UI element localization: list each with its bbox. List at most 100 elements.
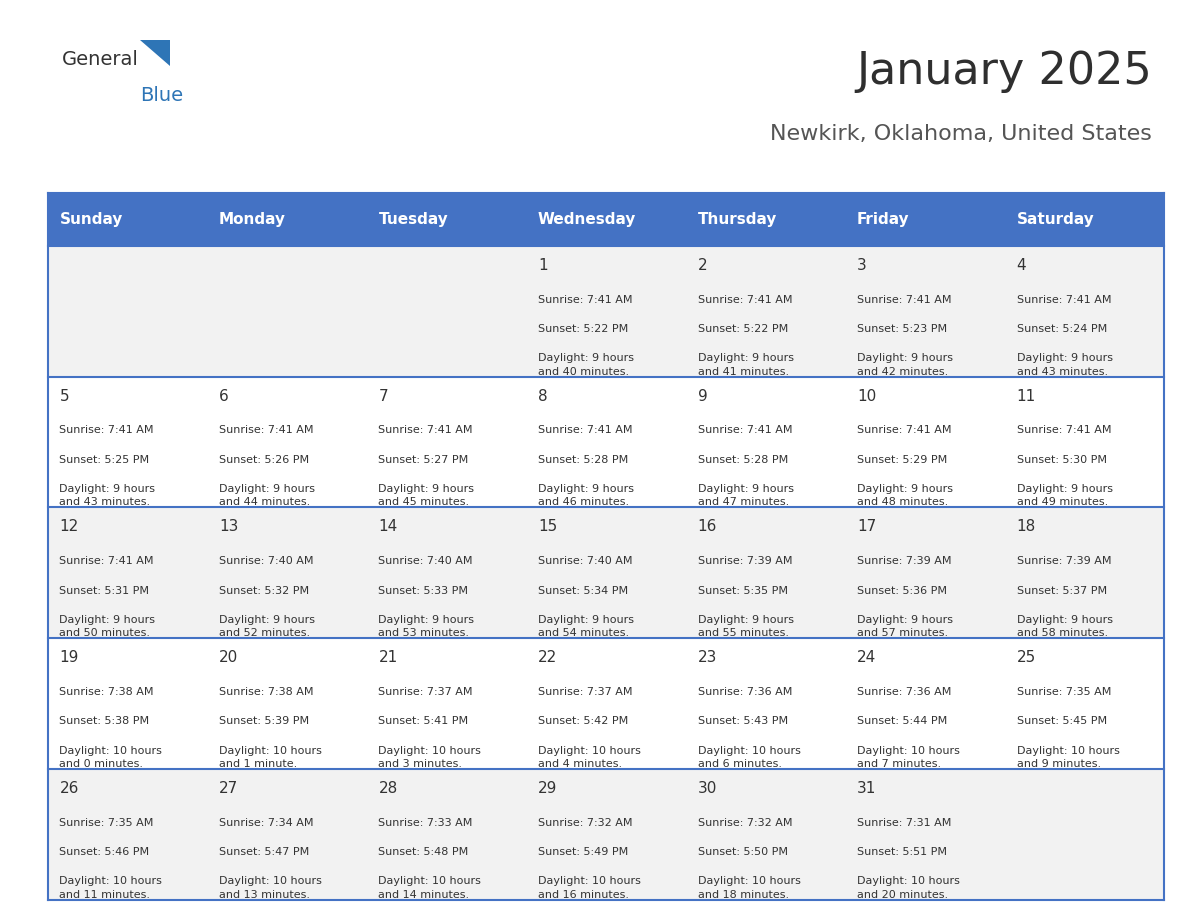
Text: Sunset: 5:38 PM: Sunset: 5:38 PM bbox=[59, 716, 150, 726]
Text: Sunrise: 7:35 AM: Sunrise: 7:35 AM bbox=[59, 818, 153, 827]
Text: Daylight: 9 hours
and 54 minutes.: Daylight: 9 hours and 54 minutes. bbox=[538, 615, 634, 638]
Text: Sunrise: 7:35 AM: Sunrise: 7:35 AM bbox=[1017, 687, 1111, 697]
Text: Daylight: 9 hours
and 41 minutes.: Daylight: 9 hours and 41 minutes. bbox=[697, 353, 794, 376]
Text: 11: 11 bbox=[1017, 388, 1036, 404]
Text: Sunrise: 7:38 AM: Sunrise: 7:38 AM bbox=[59, 687, 154, 697]
Text: Daylight: 10 hours
and 4 minutes.: Daylight: 10 hours and 4 minutes. bbox=[538, 745, 640, 768]
Text: January 2025: January 2025 bbox=[857, 50, 1152, 94]
Text: Sunset: 5:39 PM: Sunset: 5:39 PM bbox=[219, 716, 309, 726]
Text: Blue: Blue bbox=[140, 86, 183, 106]
Text: Sunset: 5:51 PM: Sunset: 5:51 PM bbox=[857, 847, 947, 856]
Text: Daylight: 9 hours
and 50 minutes.: Daylight: 9 hours and 50 minutes. bbox=[59, 615, 156, 638]
Text: Daylight: 10 hours
and 3 minutes.: Daylight: 10 hours and 3 minutes. bbox=[379, 745, 481, 768]
Text: Daylight: 9 hours
and 55 minutes.: Daylight: 9 hours and 55 minutes. bbox=[697, 615, 794, 638]
Text: Sunrise: 7:37 AM: Sunrise: 7:37 AM bbox=[379, 687, 473, 697]
Text: General: General bbox=[62, 50, 139, 69]
Text: Sunset: 5:27 PM: Sunset: 5:27 PM bbox=[379, 454, 469, 465]
Text: 5: 5 bbox=[59, 388, 69, 404]
Text: Daylight: 10 hours
and 1 minute.: Daylight: 10 hours and 1 minute. bbox=[219, 745, 322, 768]
Text: Tuesday: Tuesday bbox=[379, 212, 448, 227]
Text: Sunset: 5:29 PM: Sunset: 5:29 PM bbox=[857, 454, 947, 465]
Polygon shape bbox=[140, 40, 170, 66]
Text: Sunrise: 7:40 AM: Sunrise: 7:40 AM bbox=[538, 556, 632, 566]
Text: Sunrise: 7:40 AM: Sunrise: 7:40 AM bbox=[379, 556, 473, 566]
Text: 30: 30 bbox=[697, 781, 716, 796]
Text: Daylight: 9 hours
and 45 minutes.: Daylight: 9 hours and 45 minutes. bbox=[379, 484, 474, 508]
Text: Sunrise: 7:41 AM: Sunrise: 7:41 AM bbox=[59, 425, 154, 435]
Text: 15: 15 bbox=[538, 520, 557, 534]
Text: Sunset: 5:33 PM: Sunset: 5:33 PM bbox=[379, 586, 468, 596]
Text: Daylight: 10 hours
and 20 minutes.: Daylight: 10 hours and 20 minutes. bbox=[857, 877, 960, 900]
Text: Daylight: 9 hours
and 47 minutes.: Daylight: 9 hours and 47 minutes. bbox=[697, 484, 794, 508]
Text: Sunset: 5:25 PM: Sunset: 5:25 PM bbox=[59, 454, 150, 465]
Text: 19: 19 bbox=[59, 650, 78, 666]
Text: Sunset: 5:28 PM: Sunset: 5:28 PM bbox=[538, 454, 628, 465]
Text: Sunrise: 7:39 AM: Sunrise: 7:39 AM bbox=[697, 556, 792, 566]
Text: 20: 20 bbox=[219, 650, 238, 666]
Bar bbox=[48, 376, 1164, 508]
Text: 9: 9 bbox=[697, 388, 707, 404]
Text: Sunset: 5:34 PM: Sunset: 5:34 PM bbox=[538, 586, 628, 596]
Text: 22: 22 bbox=[538, 650, 557, 666]
Text: Sunrise: 7:41 AM: Sunrise: 7:41 AM bbox=[697, 295, 792, 305]
Text: Sunrise: 7:37 AM: Sunrise: 7:37 AM bbox=[538, 687, 632, 697]
Text: 29: 29 bbox=[538, 781, 557, 796]
Bar bbox=[48, 508, 1164, 638]
Text: Daylight: 9 hours
and 57 minutes.: Daylight: 9 hours and 57 minutes. bbox=[857, 615, 953, 638]
Text: 21: 21 bbox=[379, 650, 398, 666]
Text: 18: 18 bbox=[1017, 520, 1036, 534]
Text: 10: 10 bbox=[857, 388, 877, 404]
Text: Sunset: 5:24 PM: Sunset: 5:24 PM bbox=[1017, 324, 1107, 334]
Text: Sunset: 5:37 PM: Sunset: 5:37 PM bbox=[1017, 586, 1107, 596]
Text: Sunset: 5:35 PM: Sunset: 5:35 PM bbox=[697, 586, 788, 596]
Text: Sunset: 5:23 PM: Sunset: 5:23 PM bbox=[857, 324, 947, 334]
Text: Sunrise: 7:39 AM: Sunrise: 7:39 AM bbox=[857, 556, 952, 566]
Text: 31: 31 bbox=[857, 781, 877, 796]
Text: Daylight: 10 hours
and 6 minutes.: Daylight: 10 hours and 6 minutes. bbox=[697, 745, 801, 768]
Text: 2: 2 bbox=[697, 258, 707, 273]
Text: Sunset: 5:43 PM: Sunset: 5:43 PM bbox=[697, 716, 788, 726]
Text: Daylight: 9 hours
and 43 minutes.: Daylight: 9 hours and 43 minutes. bbox=[1017, 353, 1113, 376]
Text: Daylight: 9 hours
and 49 minutes.: Daylight: 9 hours and 49 minutes. bbox=[1017, 484, 1113, 508]
Text: Daylight: 10 hours
and 7 minutes.: Daylight: 10 hours and 7 minutes. bbox=[857, 745, 960, 768]
Text: Sunrise: 7:34 AM: Sunrise: 7:34 AM bbox=[219, 818, 314, 827]
Text: Sunrise: 7:41 AM: Sunrise: 7:41 AM bbox=[538, 425, 632, 435]
Text: 7: 7 bbox=[379, 388, 388, 404]
Text: Daylight: 10 hours
and 18 minutes.: Daylight: 10 hours and 18 minutes. bbox=[697, 877, 801, 900]
Text: Sunset: 5:47 PM: Sunset: 5:47 PM bbox=[219, 847, 309, 856]
Text: Sunset: 5:45 PM: Sunset: 5:45 PM bbox=[1017, 716, 1107, 726]
Text: Sunrise: 7:38 AM: Sunrise: 7:38 AM bbox=[219, 687, 314, 697]
Text: Daylight: 9 hours
and 46 minutes.: Daylight: 9 hours and 46 minutes. bbox=[538, 484, 634, 508]
Text: 16: 16 bbox=[697, 520, 716, 534]
Text: Daylight: 9 hours
and 48 minutes.: Daylight: 9 hours and 48 minutes. bbox=[857, 484, 953, 508]
Text: Sunset: 5:41 PM: Sunset: 5:41 PM bbox=[379, 716, 468, 726]
Text: Sunrise: 7:41 AM: Sunrise: 7:41 AM bbox=[538, 295, 632, 305]
Text: Sunset: 5:22 PM: Sunset: 5:22 PM bbox=[697, 324, 788, 334]
Text: Sunset: 5:36 PM: Sunset: 5:36 PM bbox=[857, 586, 947, 596]
Text: Daylight: 9 hours
and 43 minutes.: Daylight: 9 hours and 43 minutes. bbox=[59, 484, 156, 508]
Bar bbox=[48, 638, 1164, 769]
Bar bbox=[48, 246, 1164, 376]
Text: Newkirk, Oklahoma, United States: Newkirk, Oklahoma, United States bbox=[771, 124, 1152, 144]
Text: Sunrise: 7:39 AM: Sunrise: 7:39 AM bbox=[1017, 556, 1111, 566]
Text: Sunrise: 7:41 AM: Sunrise: 7:41 AM bbox=[379, 425, 473, 435]
Text: Sunset: 5:48 PM: Sunset: 5:48 PM bbox=[379, 847, 469, 856]
Text: Daylight: 10 hours
and 14 minutes.: Daylight: 10 hours and 14 minutes. bbox=[379, 877, 481, 900]
Text: Sunrise: 7:41 AM: Sunrise: 7:41 AM bbox=[1017, 295, 1111, 305]
Text: 8: 8 bbox=[538, 388, 548, 404]
Text: 14: 14 bbox=[379, 520, 398, 534]
Text: Daylight: 10 hours
and 13 minutes.: Daylight: 10 hours and 13 minutes. bbox=[219, 877, 322, 900]
Text: Daylight: 10 hours
and 11 minutes.: Daylight: 10 hours and 11 minutes. bbox=[59, 877, 163, 900]
Text: Saturday: Saturday bbox=[1017, 212, 1094, 227]
Text: 6: 6 bbox=[219, 388, 228, 404]
Text: 4: 4 bbox=[1017, 258, 1026, 273]
Text: Sunset: 5:22 PM: Sunset: 5:22 PM bbox=[538, 324, 628, 334]
Text: Sunset: 5:31 PM: Sunset: 5:31 PM bbox=[59, 586, 150, 596]
Text: Sunrise: 7:31 AM: Sunrise: 7:31 AM bbox=[857, 818, 952, 827]
Text: Sunrise: 7:41 AM: Sunrise: 7:41 AM bbox=[697, 425, 792, 435]
Text: 17: 17 bbox=[857, 520, 877, 534]
Text: Wednesday: Wednesday bbox=[538, 212, 637, 227]
Text: 28: 28 bbox=[379, 781, 398, 796]
Text: Sunset: 5:44 PM: Sunset: 5:44 PM bbox=[857, 716, 947, 726]
Text: Monday: Monday bbox=[219, 212, 286, 227]
